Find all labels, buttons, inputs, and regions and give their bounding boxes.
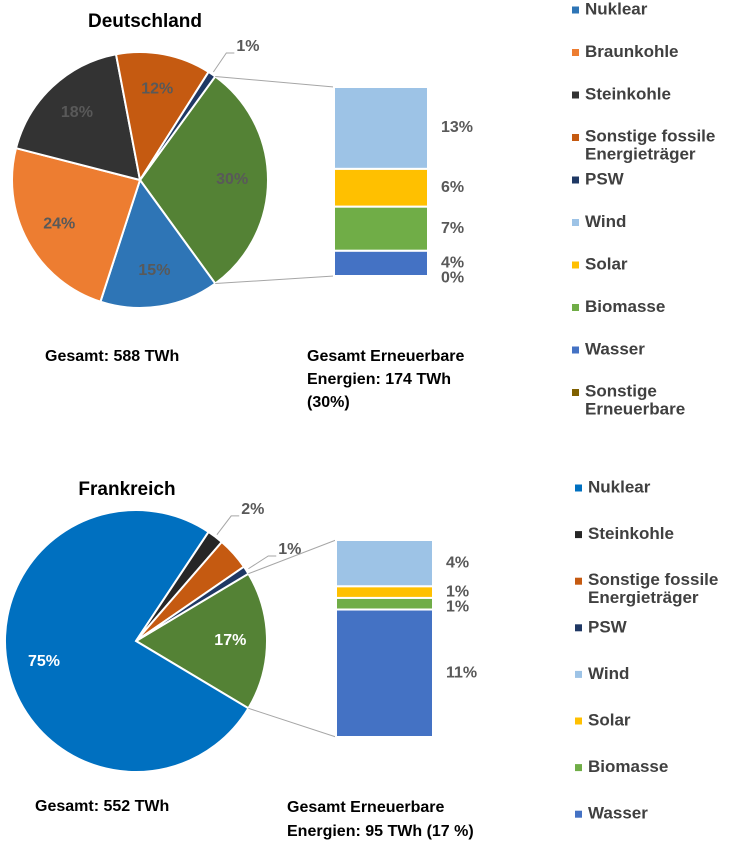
- legend-swatch: [575, 810, 582, 818]
- pie-label: 15%: [138, 262, 170, 279]
- pie-label: 12%: [141, 81, 173, 98]
- pie-slice: [138, 75, 269, 285]
- total-label: Gesamt: 552 TWh: [35, 798, 169, 815]
- pie-slice: [11, 146, 142, 303]
- bar-label: 0%: [441, 270, 464, 287]
- legend-label: PSW: [585, 169, 625, 188]
- bar-label: 4%: [441, 255, 464, 272]
- bar-label: 7%: [441, 220, 464, 237]
- bar-segment: [333, 205, 429, 252]
- connector: [248, 539, 337, 575]
- legend-swatch: [572, 346, 579, 354]
- legend-swatch: [572, 134, 579, 141]
- pie-slice: [4, 509, 250, 773]
- legend-label: Sonstige fossile Energieträger: [588, 571, 723, 608]
- legend-label: Wind: [588, 664, 629, 683]
- legend-label: Wind: [585, 212, 626, 231]
- chart-title: Frankreich: [78, 479, 175, 500]
- bar-segment: [335, 596, 434, 611]
- legend-label: Sonstige Erneuerbare: [585, 382, 685, 419]
- pie-label: 2%: [241, 501, 264, 518]
- legend-label: Solar: [585, 254, 628, 273]
- bar-caption: (30%): [307, 394, 350, 411]
- legend-swatch: [575, 531, 582, 539]
- leader-line: [248, 555, 277, 570]
- pie-slice: [139, 70, 217, 181]
- bar-caption: Energien: 95 TWh (17 %): [287, 823, 474, 840]
- legend-swatch: [575, 717, 582, 725]
- pie-slice: [114, 51, 210, 183]
- bar-label: 1%: [446, 583, 469, 600]
- pie-label: 17%: [214, 632, 246, 649]
- legend-swatch: [575, 624, 582, 632]
- pie-slice: [14, 53, 142, 182]
- legend-label: PSW: [588, 617, 628, 636]
- bar-caption: Energien: 174 TWh: [307, 371, 451, 388]
- bar-caption: Gesamt Erneuerbare: [307, 348, 465, 365]
- legend-swatch: [572, 219, 579, 226]
- legend-label: Nuklear: [588, 477, 651, 496]
- bar-segment: [335, 539, 434, 588]
- legend-label: Steinkohle: [588, 524, 674, 543]
- bar-label: 11%: [446, 664, 477, 681]
- legend-label: Wasser: [585, 339, 645, 358]
- bar-segment: [333, 86, 429, 170]
- total-label: Gesamt: 588 TWh: [45, 348, 179, 365]
- legend-swatch: [572, 49, 579, 56]
- pie-label: 75%: [28, 653, 60, 670]
- connector: [215, 75, 335, 88]
- bar-label: 1%: [446, 598, 469, 615]
- legend-swatch: [575, 484, 582, 492]
- leader-line: [212, 52, 235, 73]
- bar-label: 6%: [441, 179, 464, 196]
- legend-label: Sonstige fossile Energieträger: [585, 127, 720, 164]
- connector: [248, 707, 337, 738]
- bar-segment: [333, 249, 429, 278]
- bar-segment: [335, 585, 434, 599]
- legend-swatch: [575, 577, 582, 585]
- legend-label: Solar: [588, 710, 631, 729]
- pie-label: 1%: [278, 541, 301, 558]
- pie-label: 1%: [236, 38, 259, 55]
- leader-line: [216, 515, 240, 535]
- bar-label: 13%: [441, 119, 473, 136]
- pie-label: 30%: [216, 171, 248, 188]
- pie-label: 24%: [43, 216, 75, 233]
- connector: [215, 275, 335, 285]
- legend-swatch: [575, 764, 582, 772]
- legend-label: Nuklear: [585, 0, 648, 18]
- legend-swatch: [572, 6, 579, 14]
- legend-label: Braunkohle: [585, 42, 679, 61]
- legend-label: Biomasse: [585, 297, 665, 316]
- legend-swatch: [572, 176, 579, 184]
- pie-label: 18%: [61, 104, 93, 121]
- legend-label: Steinkohle: [585, 84, 671, 103]
- bar-label: 4%: [446, 554, 469, 571]
- bar-caption: Gesamt Erneuerbare: [287, 799, 445, 816]
- legend-swatch: [572, 261, 579, 269]
- legend-swatch: [572, 91, 579, 99]
- legend-swatch: [575, 670, 582, 678]
- pie-slice: [99, 177, 217, 309]
- legend-swatch: [572, 304, 579, 311]
- legend-swatch: [572, 389, 579, 396]
- pie-slice: [135, 565, 250, 642]
- pie-slice: [134, 572, 268, 710]
- bar-segment: [333, 167, 429, 208]
- legend-label: Biomasse: [588, 757, 668, 776]
- legend-label: Wasser: [588, 804, 648, 823]
- chart-title: Deutschland: [88, 11, 202, 32]
- bar-segment: [335, 608, 434, 739]
